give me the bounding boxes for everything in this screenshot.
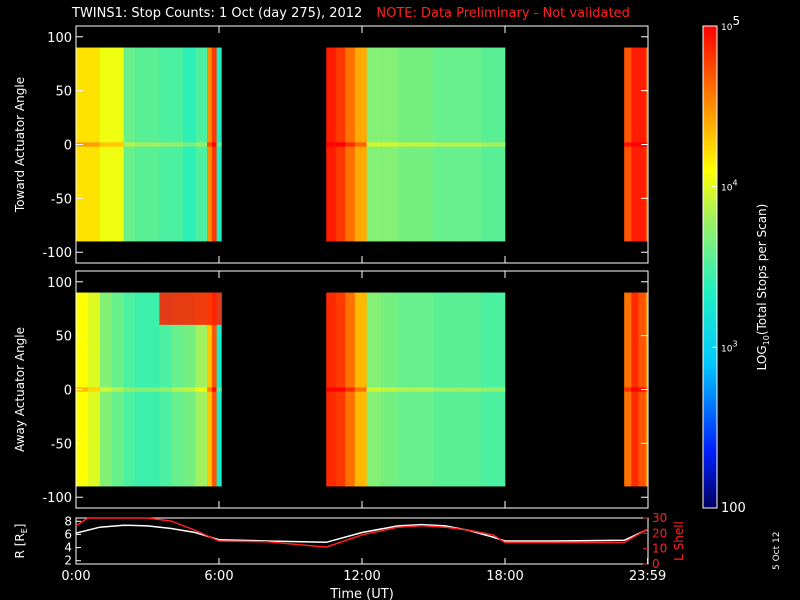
date-stamp: 5 Oct 12 bbox=[772, 531, 782, 570]
colorbar-tick-label: 100 bbox=[721, 501, 746, 516]
zero-angle-band bbox=[147, 142, 160, 147]
zero-angle-band bbox=[99, 142, 113, 147]
y-tick-label: 100 bbox=[47, 276, 72, 291]
zero-angle-band bbox=[147, 387, 160, 392]
y-axis-label-right: L Shell bbox=[672, 521, 686, 561]
colorbar: 105 104 103 100 LOG10(Total Stops per Scan) bbox=[702, 14, 771, 516]
zero-angle-band bbox=[159, 387, 172, 392]
zero-angle-band bbox=[631, 387, 639, 392]
heatmap-panel-toward: -100 -50 0 50 100 Toward Actuator Angle bbox=[13, 25, 649, 264]
y-tick-label-left: 8 bbox=[64, 514, 72, 528]
y-tick-label-left: 6 bbox=[64, 527, 72, 541]
y-tick-label: 0 bbox=[64, 384, 72, 399]
y-tick-label: -50 bbox=[51, 192, 72, 207]
zero-angle-band bbox=[354, 387, 368, 392]
x-tick-label: 0:00 bbox=[61, 569, 90, 584]
zero-angle-band bbox=[624, 142, 632, 147]
colorbar-gradient bbox=[702, 25, 718, 509]
x-tick-label: 12:00 bbox=[343, 569, 380, 584]
zero-angle-band bbox=[111, 387, 124, 392]
colorbar-tick-label: 103 bbox=[721, 339, 738, 354]
l-shell-line bbox=[75, 517, 649, 548]
zero-angle-band bbox=[183, 387, 196, 392]
colorbar-tick-label: 105 bbox=[721, 14, 740, 33]
zero-angle-band bbox=[195, 387, 208, 392]
chart-title: TWINS1: Stop Counts: 1 Oct (day 275), 20… bbox=[72, 6, 630, 21]
zero-angle-band bbox=[381, 142, 399, 147]
y-tick-label: 0 bbox=[64, 139, 72, 154]
zero-angle-band bbox=[195, 142, 208, 147]
y-tick-label: 50 bbox=[55, 85, 72, 100]
title-note: NOTE: Data Preliminary - Not validated bbox=[376, 6, 630, 21]
zero-angle-band bbox=[183, 142, 196, 147]
zero-angle-band bbox=[457, 142, 482, 147]
zero-angle-band bbox=[326, 142, 337, 147]
zero-angle-band bbox=[481, 387, 506, 392]
y-axis-label-left: R [RE] bbox=[13, 524, 29, 559]
heatmap-panel-away: -100 -50 0 50 100 Away Actuator Angle bbox=[13, 270, 649, 509]
x-tick-label: 6:00 bbox=[204, 569, 233, 584]
zero-angle-band bbox=[216, 142, 222, 147]
y-tick-label-left: 4 bbox=[64, 541, 72, 555]
zero-angle-band bbox=[397, 142, 415, 147]
zero-angle-band bbox=[123, 142, 136, 147]
zero-angle-band bbox=[366, 387, 382, 392]
zero-angle-band bbox=[211, 142, 217, 147]
zero-angle-band bbox=[207, 142, 213, 147]
zero-angle-band bbox=[414, 142, 434, 147]
y-tick-label: 50 bbox=[55, 330, 72, 345]
zero-angle-band bbox=[87, 142, 101, 147]
zero-angle-band bbox=[335, 387, 346, 392]
zero-angle-band bbox=[135, 387, 148, 392]
zero-angle-band bbox=[624, 387, 632, 392]
zero-angle-band bbox=[135, 142, 148, 147]
y-axis-label: Away Actuator Angle bbox=[13, 327, 27, 452]
zero-angle-band bbox=[481, 142, 506, 147]
zero-angle-band bbox=[345, 142, 356, 147]
y-tick-label: 100 bbox=[47, 31, 72, 46]
zero-angle-band bbox=[457, 387, 482, 392]
y-tick-label-right: 30 bbox=[652, 511, 667, 525]
zero-angle-band bbox=[345, 387, 356, 392]
high-angle-band bbox=[159, 292, 222, 325]
zero-angle-band bbox=[171, 142, 184, 147]
title-main: TWINS1: Stop Counts: 1 Oct (day 275), 20… bbox=[72, 6, 363, 21]
zero-angle-band bbox=[433, 142, 458, 147]
zero-angle-band bbox=[216, 387, 222, 392]
zero-angle-band bbox=[99, 387, 113, 392]
colorbar-label: LOG10(Total Stops per Scan) bbox=[755, 204, 771, 371]
zero-angle-band bbox=[397, 387, 415, 392]
zero-angle-band bbox=[111, 142, 124, 147]
colorbar-tick-label: 104 bbox=[721, 179, 738, 194]
y-axis-label: Toward Actuator Angle bbox=[13, 77, 27, 213]
zero-angle-band bbox=[207, 387, 213, 392]
x-axis-label: Time (UT) bbox=[329, 587, 394, 600]
zero-angle-band bbox=[381, 387, 399, 392]
zero-angle-band bbox=[159, 142, 172, 147]
zero-angle-band bbox=[211, 387, 217, 392]
zero-angle-band bbox=[171, 387, 184, 392]
zero-angle-band bbox=[326, 387, 337, 392]
zero-angle-band bbox=[87, 387, 101, 392]
y-tick-label-right: 0 bbox=[652, 557, 660, 571]
y-tick-label: -50 bbox=[51, 437, 72, 452]
y-tick-label: -100 bbox=[42, 246, 72, 261]
r-distance-line bbox=[75, 523, 649, 544]
zero-angle-band bbox=[414, 387, 434, 392]
y-tick-label: -100 bbox=[42, 491, 72, 506]
x-tick-label: 23:59 bbox=[629, 569, 666, 584]
y-tick-label-right: 20 bbox=[652, 526, 667, 540]
zero-angle-band bbox=[433, 387, 458, 392]
zero-angle-band bbox=[354, 142, 368, 147]
zero-angle-band bbox=[631, 142, 639, 147]
zero-angle-band bbox=[123, 387, 136, 392]
zero-angle-band bbox=[366, 142, 382, 147]
y-tick-label-left: 2 bbox=[64, 554, 72, 568]
zero-angle-band bbox=[335, 142, 346, 147]
y-tick-label-right: 10 bbox=[652, 542, 667, 556]
x-tick-label: 18:00 bbox=[486, 569, 523, 584]
